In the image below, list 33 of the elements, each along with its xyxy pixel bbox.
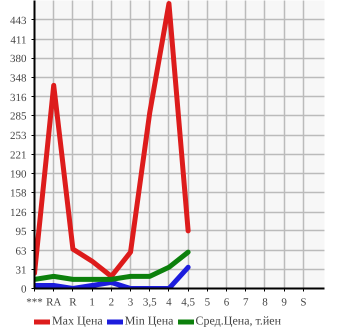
x-tick-label: 7 [243,296,250,308]
x-tick-label: S [300,296,306,308]
legend-label: Сред.Цена, т.йен [196,314,282,328]
x-tick-label: 6 [224,296,230,308]
y-tick-label: 0 [21,284,27,296]
x-tick-label: RA [46,296,62,308]
legend-label: Max Цена [52,314,103,328]
x-tick-label: 4 [166,296,172,308]
legend-label: Min Цена [124,314,174,328]
y-tick-label: 126 [10,207,27,220]
y-tick-label: 221 [10,150,26,162]
x-tick-label: 1 [89,296,95,308]
y-tick-label: 63 [16,245,27,258]
x-tick-label: *** [26,296,43,308]
y-tick-label: 190 [10,168,27,180]
x-tick-label: 3 [128,296,134,308]
x-tick-label: R [69,296,78,308]
y-tick-label: 380 [10,53,27,66]
y-tick-label: 411 [10,34,26,46]
y-tick-label: 348 [10,72,27,84]
x-tick-label: 5 [204,296,211,308]
x-tick-label: 9 [281,296,288,308]
x-tick-label: 8 [262,296,268,308]
y-tick-label: 316 [10,92,27,104]
y-tick-label: 31 [16,264,26,277]
x-tick-label: 4,5 [181,296,196,308]
y-tick-label: 443 [10,14,27,27]
y-tick-label: 253 [10,130,27,142]
y-tick-label: 285 [10,110,27,123]
x-tick-label: 2 [108,296,114,308]
x-tick-label: 3,5 [142,296,158,308]
y-tick-label: 95 [16,226,27,238]
y-tick-label: 158 [10,188,27,200]
